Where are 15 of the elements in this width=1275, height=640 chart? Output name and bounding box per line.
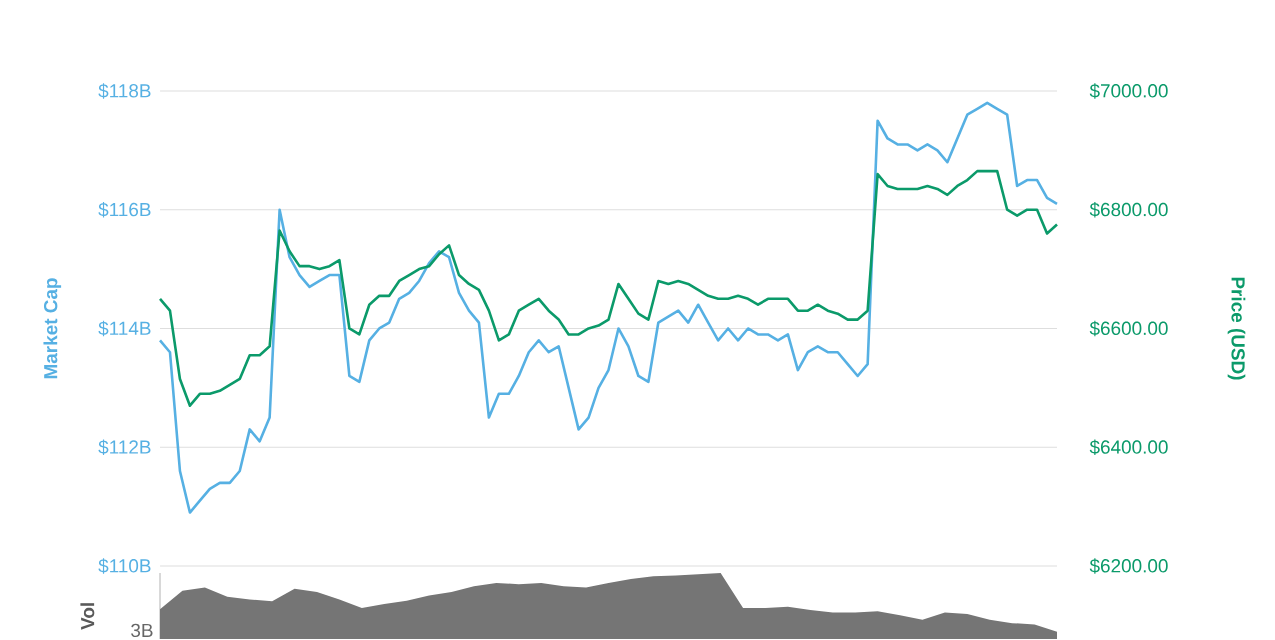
y-tick-label: $110B bbox=[98, 558, 151, 574]
y-tick-label: $118B bbox=[98, 83, 151, 99]
annotation: 3B bbox=[131, 623, 153, 638]
y2-tick-label: $6200.00 bbox=[1089, 558, 1168, 574]
y2-tick-label: $6400.00 bbox=[1089, 439, 1168, 456]
y2-tick-label: $7000.00 bbox=[1089, 83, 1168, 99]
y-axis-title: Vol bbox=[80, 603, 95, 630]
y2-tick-label: $6600.00 bbox=[1089, 320, 1168, 337]
y-tick-label: $114B bbox=[98, 320, 151, 337]
y-tick-label: $112B bbox=[98, 439, 151, 456]
line-series bbox=[158, 101, 1059, 514]
y2-axis-title: Price (USD) bbox=[1227, 277, 1246, 380]
y-tick-label: $116B bbox=[98, 202, 151, 218]
y-axis-title: Market Cap bbox=[43, 278, 62, 379]
y2-tick-label: $6800.00 bbox=[1089, 202, 1168, 218]
